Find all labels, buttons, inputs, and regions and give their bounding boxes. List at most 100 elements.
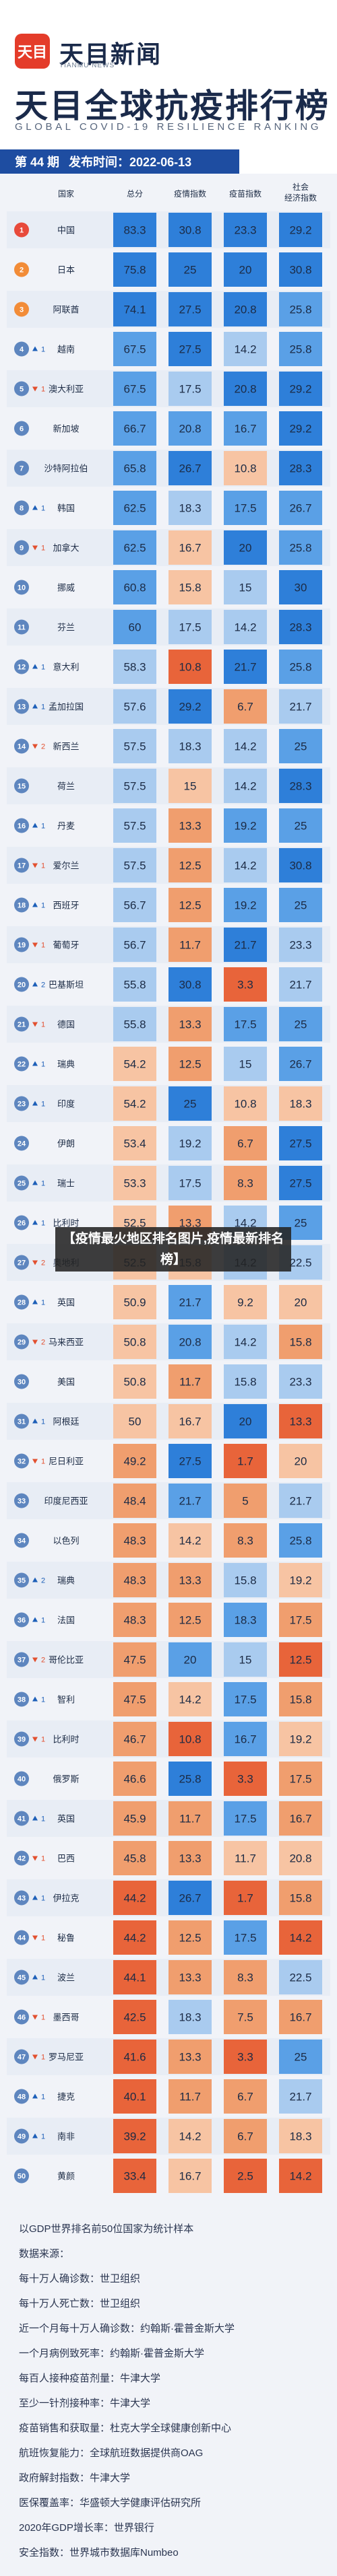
country-name: 荷兰 bbox=[57, 781, 75, 792]
overlay-banner[interactable]: 【疫情最火地区排名图片,疫情最新排名榜】 bbox=[55, 1227, 291, 1272]
rank-number: 41 bbox=[18, 1815, 26, 1823]
value-label-vaccine: 15 bbox=[239, 1654, 252, 1667]
value-label-total: 48.3 bbox=[123, 1535, 146, 1547]
value-label-total: 53.3 bbox=[123, 1177, 146, 1190]
rank-number: 7 bbox=[20, 465, 24, 473]
value-cell-vaccine bbox=[224, 967, 267, 1002]
column-header-3: 疫苗指数 bbox=[229, 188, 262, 199]
value-label-epidemic: 20.8 bbox=[179, 1336, 201, 1349]
value-cell-total bbox=[113, 1285, 156, 1319]
value-label-epidemic: 19.2 bbox=[179, 1138, 201, 1150]
value-cell-epidemic bbox=[168, 530, 212, 565]
rank-badge bbox=[14, 1652, 29, 1667]
value-cell-socio bbox=[279, 1762, 322, 1796]
value-label-epidemic: 27.5 bbox=[179, 1455, 201, 1468]
value-label-socio: 21.7 bbox=[289, 701, 311, 713]
value-label-total: 50.9 bbox=[123, 1296, 146, 1309]
value-label-epidemic: 11.7 bbox=[179, 2091, 201, 2103]
country-name: 伊朗 bbox=[57, 1139, 75, 1149]
note-line: 以GDP世界排名前50位国家为统计样本 bbox=[19, 2223, 194, 2235]
country-name: 挪威 bbox=[57, 583, 75, 593]
rank-badge bbox=[14, 1811, 29, 1826]
rank-change: 1 bbox=[41, 1101, 45, 1109]
rank-number: 43 bbox=[18, 1895, 26, 1903]
rank-number: 22 bbox=[18, 1061, 26, 1069]
value-cell-vaccine bbox=[224, 252, 267, 287]
arrow-up-icon bbox=[32, 2133, 38, 2138]
value-cell-epidemic bbox=[168, 332, 212, 366]
value-label-epidemic: 26.7 bbox=[179, 1892, 201, 1905]
value-cell-total bbox=[113, 372, 156, 406]
value-cell-socio bbox=[279, 292, 322, 326]
rank-badge bbox=[14, 381, 29, 396]
value-label-socio: 30.8 bbox=[289, 860, 311, 872]
value-cell-epidemic bbox=[168, 372, 212, 406]
value-label-epidemic: 17.5 bbox=[179, 621, 201, 634]
rank-badge bbox=[14, 2009, 29, 2025]
country-name: 瑞典 bbox=[57, 1576, 75, 1586]
value-cell-socio bbox=[279, 213, 322, 247]
rank-badge bbox=[14, 540, 29, 555]
value-label-epidemic: 12.5 bbox=[179, 1932, 201, 1945]
value-label-vaccine: 14.2 bbox=[234, 1217, 256, 1230]
rank-badge bbox=[14, 1612, 29, 1628]
value-cell-socio bbox=[279, 1364, 322, 1399]
country-name: 法国 bbox=[57, 1615, 75, 1626]
value-cell-epidemic bbox=[168, 1086, 212, 1121]
value-cell-vaccine bbox=[224, 2119, 267, 2153]
country-name: 罗马尼亚 bbox=[49, 2052, 84, 2062]
value-label-total: 45.8 bbox=[123, 1852, 146, 1865]
rank-change: 1 bbox=[41, 1299, 45, 1307]
value-label-epidemic: 17.5 bbox=[179, 1177, 201, 1190]
value-cell-epidemic bbox=[168, 1484, 212, 1518]
note-line: 一个月病例致死率：约翰斯·霍普金斯大学 bbox=[19, 2348, 204, 2359]
rank-badge bbox=[14, 262, 29, 277]
value-label-total: 47.5 bbox=[123, 1694, 146, 1706]
value-label-socio: 29.2 bbox=[289, 383, 311, 396]
rank-number: 25 bbox=[18, 1180, 26, 1188]
rank-badge bbox=[14, 2049, 29, 2064]
value-label-vaccine: 21.7 bbox=[234, 939, 256, 952]
value-label-total: 48.4 bbox=[123, 1495, 146, 1508]
rank-number: 6 bbox=[20, 425, 24, 433]
ranking-subtitle: GLOBAL COVID-19 RESILIENCE RANKING bbox=[15, 121, 322, 133]
value-label-socio: 25 bbox=[295, 2051, 307, 2064]
value-label-socio: 21.7 bbox=[289, 2091, 311, 2103]
note-line: 安全指数：世界城市数据库Numbeo bbox=[19, 2547, 179, 2558]
value-cell-epidemic bbox=[168, 1444, 212, 1478]
value-cell-epidemic bbox=[168, 888, 212, 922]
value-cell-socio bbox=[279, 888, 322, 922]
value-label-socio: 23.3 bbox=[289, 939, 311, 952]
rank-number: 30 bbox=[18, 1379, 26, 1387]
value-label-total: 58.3 bbox=[123, 661, 146, 674]
value-label-vaccine: 14.2 bbox=[234, 343, 256, 356]
rank-change: 1 bbox=[41, 1458, 45, 1466]
value-label-total: 57.5 bbox=[123, 780, 146, 793]
value-label-socio: 21.7 bbox=[289, 1495, 311, 1508]
value-label-vaccine: 20 bbox=[239, 542, 252, 555]
rank-change: 1 bbox=[41, 823, 45, 831]
ranking-table: 国家 总分 疫情指数 疫苗指数 社会 经济指数 1 中国 83.3 30.8 23.3 29.2 2 日本… bbox=[0, 174, 337, 2209]
value-cell-epidemic bbox=[168, 1881, 212, 1915]
value-label-total: 55.8 bbox=[123, 1018, 146, 1031]
rank-change: 2 bbox=[41, 1259, 45, 1267]
rank-change: 1 bbox=[41, 346, 45, 354]
country-name: 波兰 bbox=[57, 1973, 75, 1983]
value-cell-socio bbox=[279, 610, 322, 644]
value-label-total: 74.1 bbox=[123, 304, 146, 316]
value-cell-vaccine bbox=[224, 1364, 267, 1399]
value-label-epidemic: 11.7 bbox=[179, 1376, 201, 1389]
value-label-total: 39.2 bbox=[123, 2130, 146, 2143]
rank-badge bbox=[14, 421, 29, 436]
arrow-down-icon bbox=[32, 744, 38, 749]
value-cell-epidemic bbox=[168, 1325, 212, 1359]
arrow-down-icon bbox=[32, 1935, 38, 1941]
value-label-total: 67.5 bbox=[123, 343, 146, 356]
rank-badge bbox=[14, 1096, 29, 1111]
value-label-socio: 26.7 bbox=[289, 502, 311, 515]
value-label-vaccine: 14.2 bbox=[234, 621, 256, 634]
value-label-epidemic: 20.8 bbox=[179, 423, 201, 436]
value-cell-total bbox=[113, 2040, 156, 2074]
value-cell-total bbox=[113, 650, 156, 684]
value-cell-total bbox=[113, 808, 156, 843]
